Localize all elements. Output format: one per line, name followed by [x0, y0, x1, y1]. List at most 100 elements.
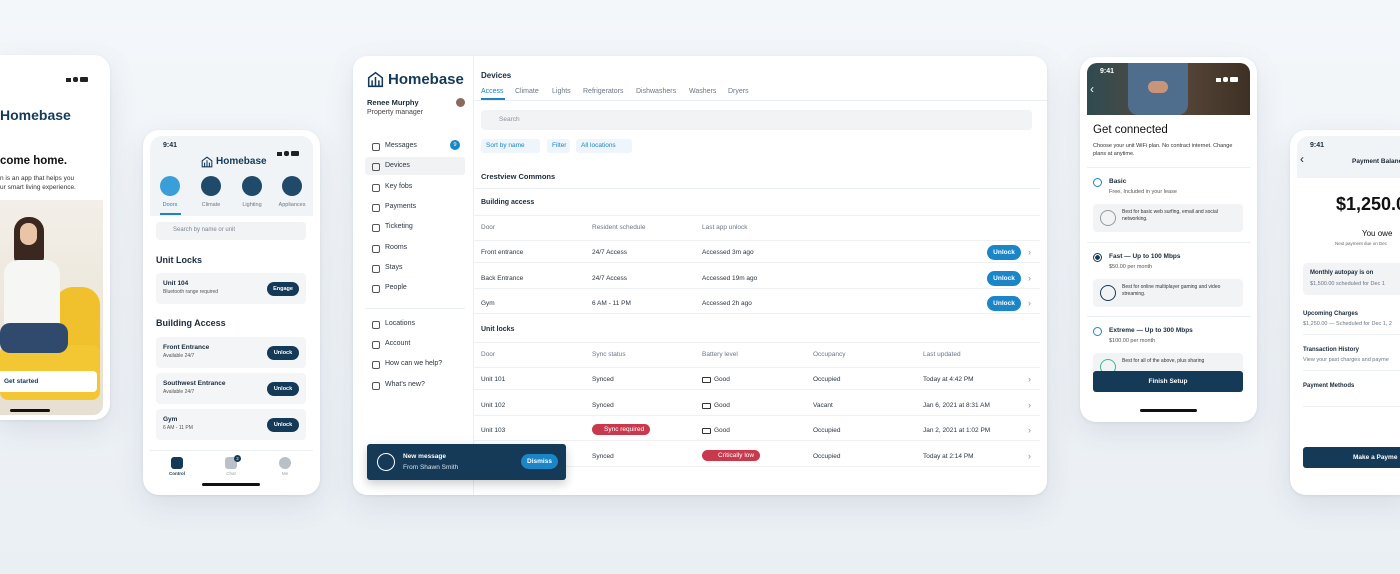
nav-icon[interactable]: [372, 244, 380, 253]
nav-label[interactable]: Me: [281, 471, 289, 476]
tab[interactable]: Refrigerators: [583, 88, 624, 95]
nav-item[interactable]: What's new?: [385, 380, 425, 388]
nav-item[interactable]: Rooms: [385, 243, 408, 251]
title: Payment Balanc: [1352, 158, 1400, 165]
nav-icon[interactable]: [372, 264, 380, 273]
unlock-button[interactable]: Unlock: [987, 270, 1021, 286]
nav-icon[interactable]: [171, 457, 183, 469]
plan-name[interactable]: Fast — Up to 100 Mbps: [1109, 252, 1181, 260]
nav-item[interactable]: Ticketing: [385, 223, 413, 231]
tab[interactable]: Lights: [552, 88, 571, 95]
dashboard: Homebase Renee Murphy Property manager Mess…: [353, 56, 1047, 495]
unlock-button[interactable]: Unlock: [987, 296, 1021, 311]
nav-item[interactable]: Payments: [385, 202, 417, 210]
tab-label[interactable]: Climate: [201, 202, 221, 208]
tab[interactable]: Washers: [689, 88, 717, 95]
tab[interactable]: Dryers: [728, 88, 749, 95]
card-sub: Available 24/7: [163, 389, 195, 395]
nav-icon[interactable]: [372, 285, 380, 294]
tab[interactable]: Dishwashers: [636, 88, 677, 95]
tab-icon[interactable]: [242, 176, 262, 196]
card-button[interactable]: Unlock: [267, 382, 299, 396]
card-button[interactable]: Unlock: [267, 418, 299, 432]
cta[interactable]: Get started: [0, 371, 97, 392]
status-cell: Sync required: [592, 424, 651, 435]
cta[interactable]: Make a Payme: [1303, 447, 1400, 468]
tab-icon[interactable]: [160, 176, 180, 196]
filter-text[interactable]: Sort by name: [486, 142, 525, 149]
unlock-button[interactable]: Unlock: [987, 245, 1021, 260]
nav-icon[interactable]: [372, 183, 380, 192]
item-title[interactable]: Upcoming Charges: [1303, 311, 1359, 317]
tab[interactable]: Climate: [515, 88, 539, 95]
shirt: [4, 260, 60, 330]
filter-text[interactable]: All locations: [581, 142, 616, 149]
nav-item[interactable]: Account: [385, 340, 411, 348]
nav-icon[interactable]: [372, 321, 380, 329]
filter-pill[interactable]: [576, 139, 632, 153]
nav-icon[interactable]: [372, 203, 380, 212]
tab-label[interactable]: Appliances: [278, 202, 306, 208]
nav-icon[interactable]: [372, 361, 380, 370]
logo-icon: [367, 71, 384, 88]
nav-icon[interactable]: [279, 457, 291, 469]
plan-name[interactable]: Basic: [1109, 178, 1127, 185]
cell: Today at 4:42 PM: [923, 376, 974, 383]
plan-name[interactable]: Extreme — Up to 300 Mbps: [1109, 327, 1193, 334]
nav-icon[interactable]: [372, 163, 380, 172]
search-text[interactable]: Search by name or unit: [173, 227, 236, 233]
nav-item[interactable]: Devices: [385, 162, 410, 170]
tab[interactable]: Access: [481, 88, 504, 95]
messages-badge: 9: [450, 140, 460, 150]
cell: Accessed 2h ago: [702, 300, 752, 307]
item-title[interactable]: Transaction History: [1303, 347, 1360, 353]
chevron: ›: [1028, 425, 1031, 435]
hands: [1148, 81, 1168, 93]
body-line: ur smart living experience.: [0, 184, 76, 191]
owe: You owe: [1362, 229, 1393, 238]
nav-item[interactable]: People: [385, 284, 407, 292]
plan-price: $50.00 per month: [1109, 263, 1153, 270]
section-title: Building Access: [156, 318, 226, 328]
logo-house: [367, 71, 384, 88]
nav-icon[interactable]: [372, 381, 380, 390]
nav-label[interactable]: Control: [169, 471, 185, 476]
tab-icon[interactable]: [201, 176, 221, 196]
filter-pill[interactable]: [547, 139, 570, 153]
nav-item[interactable]: Messages: [385, 142, 417, 149]
nav-icon[interactable]: [372, 224, 380, 233]
filter-text[interactable]: Filter: [552, 142, 567, 149]
search-text[interactable]: Search: [499, 116, 520, 123]
nav-label[interactable]: Chat: [226, 471, 236, 476]
tab-label[interactable]: Lighting: [242, 202, 262, 208]
title: Get connected: [1093, 124, 1168, 136]
nav-item[interactable]: Stays: [385, 263, 403, 271]
radio[interactable]: [1093, 178, 1102, 187]
nav-divider: [150, 450, 313, 451]
logo-icon: [201, 155, 213, 168]
headline: come home.: [0, 155, 68, 167]
wifi: [284, 151, 289, 156]
toast-button[interactable]: Dismiss: [521, 454, 558, 469]
card-button[interactable]: Engage: [267, 282, 299, 296]
nav-icon[interactable]: [372, 341, 380, 350]
section-title: Unit Locks: [156, 255, 203, 265]
cta[interactable]: Finish Setup: [1093, 371, 1243, 392]
tab-icon[interactable]: [282, 176, 302, 196]
tab-label[interactable]: Doors: [162, 202, 178, 208]
plan-detail: Best for all of the above, plus sharing: [1122, 358, 1205, 364]
nav-item[interactable]: Locations: [385, 320, 415, 327]
jeans: [0, 323, 68, 353]
radio[interactable]: [1093, 327, 1102, 336]
nav-icon[interactable]: [372, 143, 380, 151]
nav-item[interactable]: How can we help?: [385, 360, 443, 368]
radio[interactable]: [1093, 252, 1102, 262]
home-indicator: [1140, 409, 1197, 412]
nav-item[interactable]: Key fobs: [385, 182, 413, 190]
filter-pill[interactable]: [481, 139, 540, 153]
due: Next payment due on Dec: [1335, 241, 1388, 246]
divider: [1303, 334, 1400, 335]
toast-sub: From Shawn Smith: [403, 464, 459, 471]
item-title[interactable]: Payment Methods: [1303, 383, 1355, 389]
card-button[interactable]: Unlock: [267, 346, 299, 360]
